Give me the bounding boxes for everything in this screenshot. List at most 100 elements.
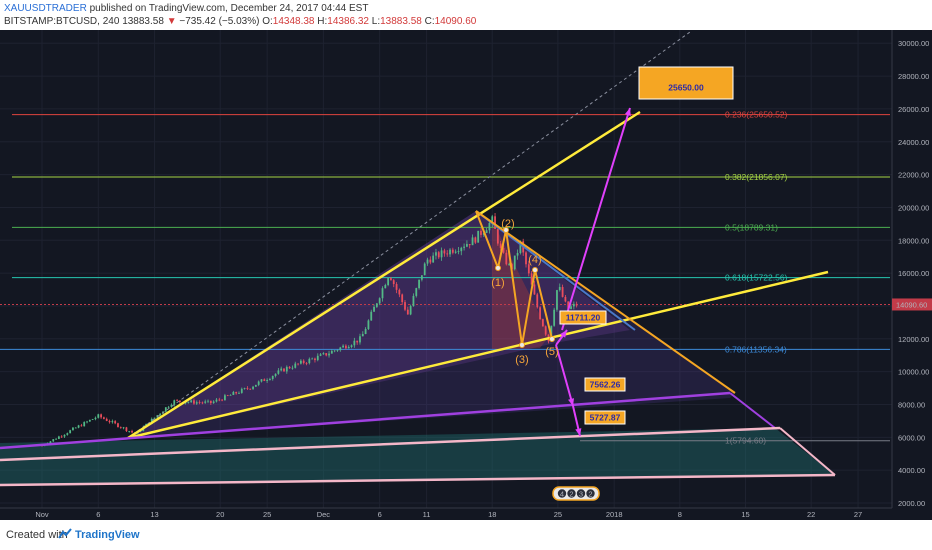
lower-yellow-trendline <box>127 270 829 440</box>
candle-body <box>505 252 508 265</box>
candle-body <box>544 326 547 335</box>
candle-body <box>263 379 266 381</box>
candle-body <box>249 388 252 390</box>
upper-yellow-trendline <box>127 110 641 440</box>
level-label-7562: 7562.26 <box>590 380 621 390</box>
down-arrow-1-head <box>568 398 575 406</box>
candle-body <box>412 295 415 307</box>
candle-body <box>460 247 463 252</box>
candle-body <box>336 350 339 351</box>
candle-body <box>49 441 52 444</box>
candle-body <box>575 303 578 306</box>
candle-body <box>114 421 117 424</box>
candle-body <box>97 414 100 418</box>
time-tick-label: 6 <box>96 510 100 519</box>
price-chart[interactable]: 0.236(25650.52) 0.382(21856.07) 0.5(18789.… <box>0 30 932 520</box>
candle-body <box>570 306 572 309</box>
price-tick-label: 8000.00 <box>898 400 925 409</box>
candle-body <box>401 294 404 303</box>
target-price-label: 25650.00 <box>668 83 704 93</box>
up-target-arrow-head <box>624 108 631 116</box>
candle-body <box>159 413 162 416</box>
last-price: 13883.58 <box>122 16 164 27</box>
candle-body <box>266 379 269 381</box>
candle-body <box>224 395 226 401</box>
candle-body <box>485 230 488 233</box>
candle-body <box>558 287 561 291</box>
level-label-5727: 5727.87 <box>590 413 621 423</box>
candle-body <box>128 431 131 432</box>
lower-triangle-fill <box>0 428 835 485</box>
created-with-text: Created with <box>6 529 68 541</box>
fib-level-label: 0.5(18789.31) <box>725 222 778 232</box>
candle-body <box>201 402 204 404</box>
candle-body <box>339 347 342 351</box>
pink-edge-line <box>779 427 836 476</box>
candle-body <box>294 363 297 368</box>
publish-line: XAUUSDTRADER published on TradingView.co… <box>4 3 368 14</box>
candle-body <box>74 427 77 429</box>
candle-body <box>415 288 418 296</box>
candle-body <box>260 379 263 382</box>
candle-body <box>170 404 173 407</box>
candle-body <box>527 264 530 274</box>
wave-point <box>532 267 538 273</box>
candle-body <box>350 345 353 347</box>
level-label-5727-box <box>584 410 626 425</box>
candle-body <box>418 279 420 289</box>
candle-body <box>361 333 364 337</box>
time-tick-label: 15 <box>741 510 749 519</box>
candle-body <box>561 287 564 297</box>
level-label-11711: 11711.20 <box>566 313 601 323</box>
candle-body <box>373 306 375 312</box>
time-tick-label: 6 <box>378 510 382 519</box>
candle-body <box>420 275 423 280</box>
pink-support-line <box>0 426 781 462</box>
time-tick-label: 27 <box>854 510 862 519</box>
chart-canvas[interactable]: 0.236(25650.52) 0.382(21856.07) 0.5(18789.… <box>0 30 932 520</box>
candle-body <box>440 250 443 258</box>
candle-body <box>499 243 502 248</box>
candle-body <box>72 427 74 431</box>
candle-body <box>164 407 167 412</box>
price-tick-label: 6000.00 <box>898 433 925 442</box>
time-tick-label: 8 <box>678 510 682 519</box>
badge-dot <box>567 489 576 498</box>
candle-body <box>299 360 302 364</box>
candle-body <box>536 294 539 308</box>
time-axis <box>0 508 932 520</box>
candle-body <box>567 301 570 309</box>
tradingview-brand[interactable]: TradingView <box>75 529 140 541</box>
close-value: 14090.60 <box>434 16 477 27</box>
candle-body <box>305 362 308 364</box>
candle-body <box>131 431 133 433</box>
purple-edge-line <box>729 392 776 429</box>
candle-body <box>111 421 114 423</box>
wave-label: (1) <box>491 277 504 289</box>
badge-number: 4 <box>560 489 564 498</box>
candle-body <box>221 399 223 401</box>
wave-point <box>495 265 501 271</box>
candle-body <box>437 252 440 258</box>
candle-body <box>105 418 108 421</box>
candle-body <box>316 355 319 361</box>
candle-body <box>212 401 215 404</box>
purple-support-line <box>0 391 731 450</box>
candle-body <box>328 353 330 356</box>
candle-body <box>513 255 516 270</box>
candle-body <box>435 252 437 256</box>
candle-body <box>353 340 356 346</box>
candle-body <box>198 402 201 404</box>
down-arrow-icon: ▼ <box>166 16 177 27</box>
candle-body <box>381 288 384 299</box>
candle-body <box>463 246 465 248</box>
candle-body <box>457 251 460 252</box>
candle-body <box>88 419 91 422</box>
candle-body <box>468 244 471 246</box>
author-link[interactable]: XAUUSDTRADER <box>4 3 87 14</box>
candle-body <box>288 366 291 369</box>
candle-body <box>100 414 102 418</box>
candle-body <box>319 354 322 356</box>
badge-number: 3 <box>579 489 583 498</box>
candle-body <box>280 368 283 371</box>
